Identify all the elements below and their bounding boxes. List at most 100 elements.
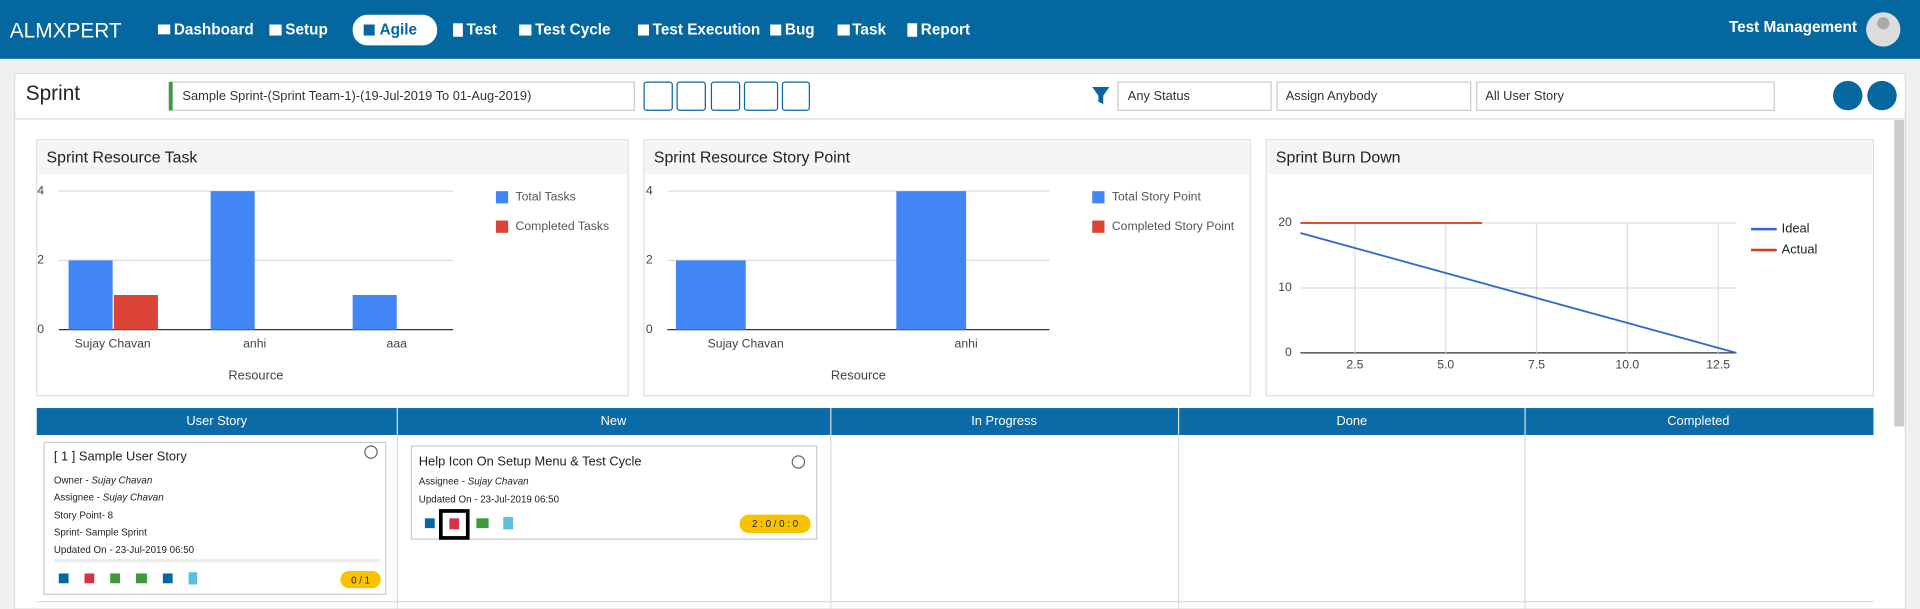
column-header: User Story (186, 413, 247, 428)
nav-icons (157, 23, 918, 37)
brand: ALMXPERT (10, 19, 122, 42)
help-button[interactable] (1867, 80, 1897, 111)
chart-title: Sprint Burn Down (1276, 149, 1401, 166)
chart-title: Sprint Resource Story Point (654, 149, 851, 166)
bar (210, 191, 255, 330)
scrollbar (1894, 120, 1905, 427)
nav-item[interactable]: Report (921, 22, 970, 39)
story-title: [ 1 ] Sample User Story (54, 448, 187, 463)
column-header: Completed (1667, 413, 1729, 428)
nav-item[interactable]: Bug (785, 22, 815, 39)
y-tick-label: 20 (1278, 215, 1292, 229)
sprint-select-text: Sample Sprint-(Sprint Team-1)-(19-Jul-20… (182, 88, 531, 103)
story-actions[interactable] (58, 572, 198, 585)
filter-icon (1092, 87, 1110, 105)
story-point: Story Point- 8 (54, 510, 114, 521)
x-tick-label: 5.0 (1437, 357, 1454, 371)
story-updated: Updated On - 23-Jul-2019 06:50 (54, 545, 195, 556)
bar (68, 260, 113, 330)
status-select-text: Any Status (1128, 88, 1190, 103)
progress-bar (53, 558, 381, 563)
y-tick-label: 0 (646, 322, 653, 336)
assignee: Sujay Chavan (468, 476, 529, 487)
story-card[interactable] (43, 441, 387, 595)
nav-item[interactable]: Dashboard (174, 22, 254, 39)
nav-item[interactable]: Setup (285, 22, 327, 39)
column-header: New (601, 413, 627, 428)
x-tick-label: 12.5 (1706, 357, 1730, 371)
bar (113, 295, 158, 330)
avatar-head (1877, 17, 1890, 30)
column-header: Done (1336, 413, 1367, 428)
assignee-label: Assignee - (419, 476, 468, 487)
owner: Sujay Chavan (91, 475, 152, 486)
nav-item[interactable]: Test Cycle (535, 22, 610, 39)
bar (896, 191, 967, 330)
x-tick-label: anhi (955, 337, 978, 351)
page-title: Sprint (26, 82, 81, 105)
column-header: In Progress (971, 413, 1037, 428)
board-lines (36, 408, 1874, 609)
x-tick-label: Sujay Chavan (75, 337, 151, 351)
bar (352, 295, 397, 330)
status-select[interactable] (1117, 81, 1272, 111)
legend-swatch (495, 191, 509, 204)
clock-icon (791, 455, 806, 469)
legend-swatch (1092, 191, 1105, 204)
nav-item[interactable]: Task (852, 22, 886, 39)
legend-label: Completed Story Point (1112, 219, 1235, 233)
assignee: Sujay Chavan (103, 492, 164, 503)
legend-label: Actual (1782, 241, 1818, 256)
clock-icon (364, 445, 378, 459)
assign-select-text: Assign Anybody (1286, 88, 1378, 103)
story-badge-text: 0 / 1 (351, 575, 370, 586)
x-tick-label: 2.5 (1346, 357, 1363, 371)
active-pill (352, 14, 438, 46)
x-axis-label: Resource (831, 368, 886, 383)
user-name[interactable]: Test Management (1729, 19, 1857, 36)
x-tick-label: 10.0 (1615, 357, 1639, 371)
task-badge-text: 2 : 0 / 0 : 0 (752, 519, 799, 530)
nav-item[interactable]: Test (467, 22, 497, 39)
task-title: Help Icon On Setup Menu & Test Cycle (419, 453, 642, 468)
panel-headers (37, 140, 1873, 174)
chart-button[interactable] (1833, 80, 1863, 111)
y-tick-label: 10 (1278, 280, 1292, 294)
x-tick-label: Sujay Chavan (708, 337, 784, 351)
legend-label: Completed Tasks (516, 219, 610, 233)
y-tick-label: 4 (37, 183, 44, 197)
navbar (0, 0, 1920, 59)
assignee-label: Assignee - (54, 492, 103, 503)
task-actions[interactable] (424, 509, 514, 540)
line (1300, 232, 1737, 354)
x-tick-label: 7.5 (1528, 357, 1545, 371)
y-tick-label: 0 (1285, 345, 1292, 359)
legend-label: Total Story Point (1112, 190, 1202, 204)
legend-swatch (1092, 220, 1105, 233)
owner-label: Owner - (54, 475, 92, 486)
story-owner: Owner - Sujay Chavan (54, 475, 152, 486)
y-tick-label: 2 (646, 253, 653, 267)
bar (675, 260, 746, 330)
story-select-text: All User Story (1485, 88, 1564, 103)
y-tick-label: 0 (37, 322, 44, 336)
story-badge (340, 571, 381, 589)
x-axis-label: Resource (228, 368, 283, 383)
assign-select[interactable] (1276, 81, 1472, 111)
task-updated: Updated On - 23-Jul-2019 06:50 (419, 495, 560, 506)
story-assignee: Assignee - Sujay Chavan (54, 492, 164, 503)
story-sprint: Sprint- Sample Sprint (54, 528, 147, 539)
task-assignee: Assignee - Sujay Chavan (419, 476, 529, 487)
chart-title: Sprint Resource Task (47, 149, 198, 166)
board-header (36, 408, 1874, 435)
story-select[interactable] (1476, 81, 1775, 111)
legend-label: Ideal (1782, 221, 1810, 236)
y-tick-label: 2 (37, 253, 44, 267)
nav-item[interactable]: Agile (380, 22, 417, 39)
legend-label: Total Tasks (516, 190, 576, 204)
toolbar-buttons[interactable] (643, 81, 810, 111)
nav-item[interactable]: Test Execution (653, 22, 761, 39)
x-tick-label: anhi (243, 337, 266, 351)
